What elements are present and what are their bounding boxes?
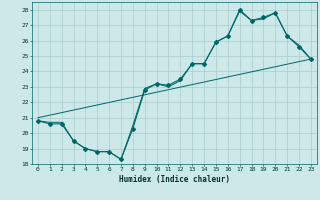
X-axis label: Humidex (Indice chaleur): Humidex (Indice chaleur) bbox=[119, 175, 230, 184]
